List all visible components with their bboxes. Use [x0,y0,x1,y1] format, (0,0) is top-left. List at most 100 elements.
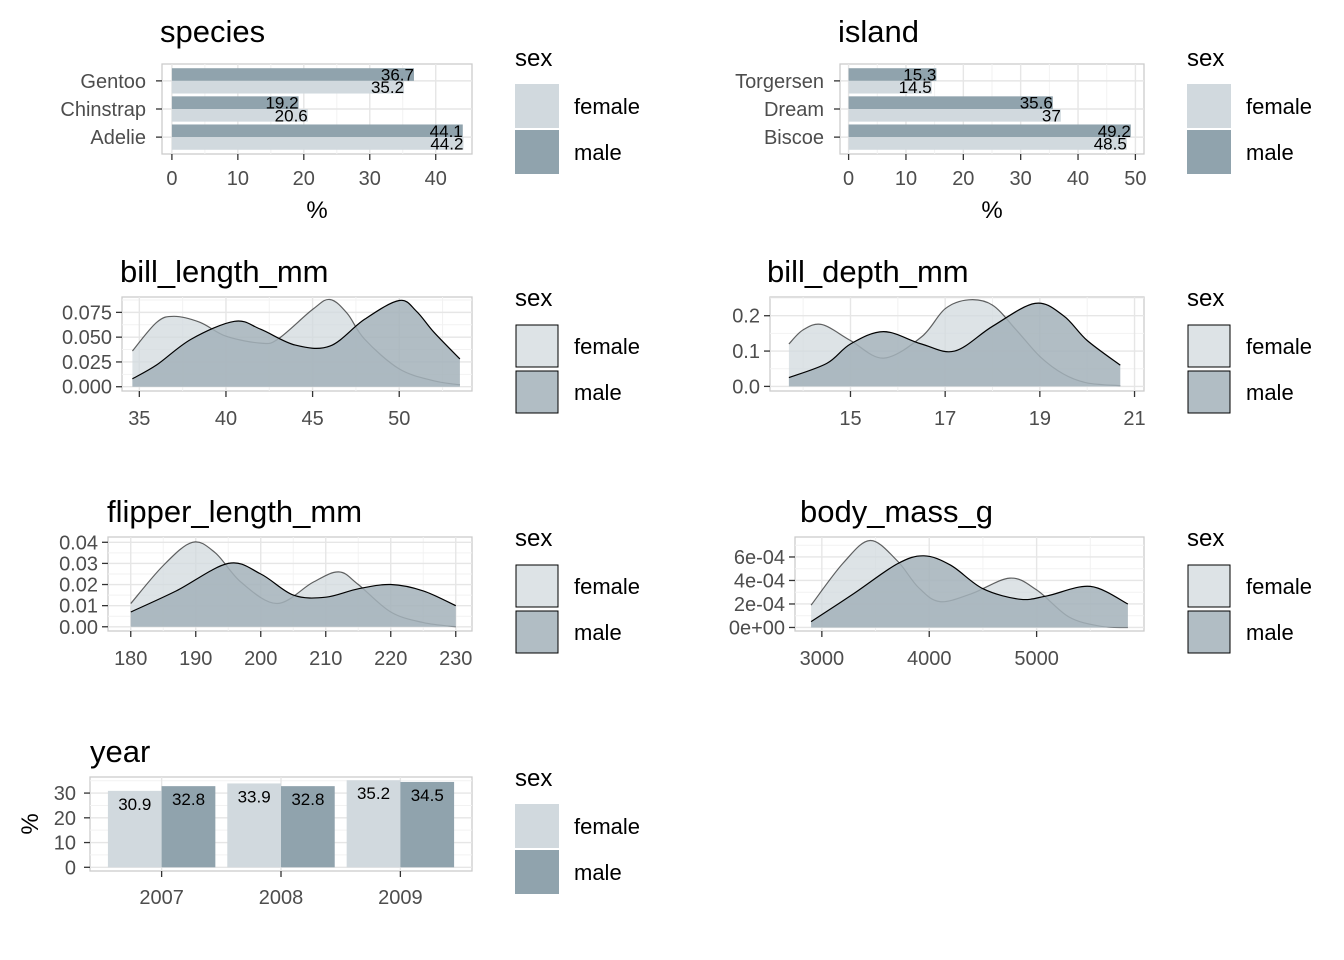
legend-title: sex [1187,45,1224,72]
y-tick-label: 0.00 [59,617,98,639]
x-tick-label-2007: 2007 [139,887,184,909]
x-tick-label: 35 [128,408,150,430]
legend-label-female: female [574,334,640,359]
data-label-male-2007: 32.8 [172,790,205,809]
legend-label-male: male [574,620,622,645]
x-tick-label: 200 [244,648,277,670]
x-tick-label-2008: 2008 [259,887,304,909]
panel-title: year [90,734,150,769]
y-tick-label: 0.01 [59,596,98,618]
data-label-female-biscoe: 48.5 [1094,134,1127,153]
legend-key-female [515,564,559,608]
x-tick-label: 17 [934,408,956,430]
bar-male-2009 [400,781,455,868]
data-label-female-gentoo: 35.2 [371,78,404,97]
x-tick-label: 4000 [907,648,952,670]
legend-key-female [515,84,559,128]
y-tick-label-dream: Dream [764,99,824,121]
x-tick-label: 10 [227,168,249,190]
y-tick-label: 0.03 [59,553,98,575]
panel-title: species [160,14,265,49]
species-legend: sex female male [515,45,640,174]
density-line-male [810,555,1129,623]
panel-title: bill_depth_mm [767,254,969,289]
bar-male-gentoo [171,68,414,81]
y-tick-label: 6e-04 [734,547,785,569]
data-label-male-dream: 35.6 [1020,94,1053,113]
y-tick-label: 0.050 [62,327,112,349]
year-chart: year 30.9 32.8 2007 33.9 32.8 2008 35.2 34.5 2009… [17,734,473,909]
x-tick-label: 190 [179,648,212,670]
density-area-male [132,300,460,387]
y-axis-label: % [17,813,44,834]
y-tick-label: 0.02 [59,575,98,597]
legend-label-male: male [574,140,622,165]
y-tick-label: 0e+00 [729,617,785,639]
bar-female-2009 [346,780,401,868]
bill_depth_mm-chart: bill_depth_mm 15 17 19 21 0.0 0.1 0.2 [732,254,1145,430]
bill_length_mm-chart: bill_length_mm 35 40 45 50 0.000 0.025 0.050 0.0… [62,254,473,430]
bar-female-biscoe [848,137,1127,150]
density-area-male [811,555,1128,628]
y-tick-label: 0 [65,857,76,879]
species-chart: species 44.144.2 Adelie 19.220.6 Chinstrap 36… [60,14,473,224]
legend-label-female: female [1246,94,1312,119]
bar-female-2008 [227,783,281,868]
bar-male-biscoe [848,124,1131,138]
bar-male-2007 [161,786,216,868]
legend-label-male: male [1246,380,1294,405]
x-tick-label: 210 [309,648,342,670]
data-label-male-chinstrap: 19.2 [265,94,298,113]
data-label-female-adelie: 44.2 [430,134,463,153]
y-tick-label: 4e-04 [734,570,785,592]
bar-male-dream [848,96,1053,109]
data-label-male-adelie: 44.1 [430,122,463,141]
x-tick-label: 3000 [800,648,845,670]
panel-title: flipper_length_mm [107,494,362,529]
x-tick-label: 50 [388,408,410,430]
data-label-male-2009: 34.5 [411,786,444,805]
data-label-male-torgersen: 15.3 [903,66,936,85]
bar-female-dream [848,109,1061,122]
data-label-female-2008: 33.9 [238,787,271,806]
flipper_length_mm-legend: sex female male [515,525,640,654]
x-tick-label: 40 [425,168,447,190]
x-tick-label: 0 [843,168,854,190]
y-tick-label-biscoe: Biscoe [764,127,824,149]
bar-male-torgersen [848,68,937,81]
data-label-female-2009: 35.2 [357,784,390,803]
legend-label-female: female [574,574,640,599]
bar-female-adelie [171,137,464,150]
legend-key-male [515,850,559,894]
legend-title: sex [1187,285,1224,312]
legend-title: sex [515,45,552,72]
legend-key-female [1187,564,1231,608]
x-tick-label: 15 [839,408,861,430]
island-legend: sex female male [1187,45,1312,174]
y-tick-label: 30 [54,783,76,805]
x-tick-label: 45 [301,408,323,430]
panel-title: body_mass_g [800,494,993,529]
bar-male-adelie [171,124,463,138]
legend-label-female: female [574,814,640,839]
bar-female-torgersen [848,80,932,94]
density-line-male [132,299,461,380]
y-tick-label: 0.000 [62,377,112,399]
x-axis-label: % [981,197,1002,224]
density-area-male [788,303,1121,387]
bar-female-chinstrap [171,109,308,122]
y-tick-label-gentoo: Gentoo [80,71,146,93]
bar-female-gentoo [171,80,405,94]
y-tick-label: 2e-04 [734,594,785,616]
legend-label-male: male [1246,620,1294,645]
bar-male-chinstrap [171,96,299,109]
island-chart: island 49.248.5 Biscoe 35.637 Dream 15.314.5 T… [735,14,1146,224]
density-area-male [130,562,456,627]
legend-key-female [1187,324,1231,368]
x-tick-label: 30 [1010,168,1032,190]
bill_length_mm-legend: sex female male [515,285,640,414]
y-tick-label-torgersen: Torgersen [735,71,824,93]
legend-title: sex [515,525,552,552]
